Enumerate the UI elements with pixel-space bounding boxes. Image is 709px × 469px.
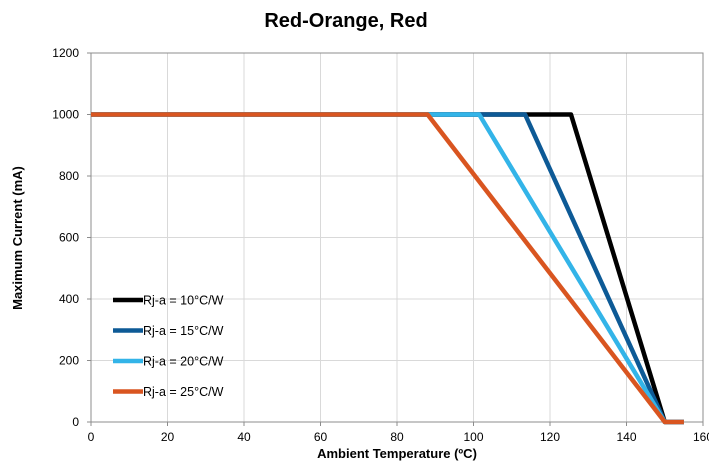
y-tick-label: 400 bbox=[59, 292, 79, 306]
series-line-2 bbox=[91, 112, 684, 425]
legend-label-2: Rj-a = 15°C/W bbox=[143, 324, 224, 338]
legend: Rj-a = 10°C/W Rj-a = 15°C/W Rj-a = 20°C/W R… bbox=[113, 294, 224, 399]
x-tick-label: 140 bbox=[616, 430, 636, 444]
x-tick-label: 160 bbox=[693, 430, 709, 444]
x-tick-label: 0 bbox=[88, 430, 95, 444]
y-tick-label: 1200 bbox=[52, 46, 79, 60]
x-tick-label: 100 bbox=[463, 430, 483, 444]
y-tick-label: 200 bbox=[59, 354, 79, 368]
legend-label-3: Rj-a = 20°C/W bbox=[143, 355, 224, 369]
y-tick-label: 600 bbox=[59, 231, 79, 245]
chart-title: Red-Orange, Red bbox=[264, 10, 427, 32]
x-tick-label: 20 bbox=[161, 430, 175, 444]
x-tick-label: 60 bbox=[314, 430, 328, 444]
x-tick-label: 120 bbox=[540, 430, 560, 444]
legend-label-4: Rj-a = 25°C/W bbox=[143, 385, 224, 399]
y-tick-label: 800 bbox=[59, 169, 79, 183]
plot-area bbox=[90, 52, 704, 423]
y-tick-label: 0 bbox=[72, 415, 79, 429]
x-tick-label: 80 bbox=[390, 430, 404, 444]
y-axis-label: Maximum Current (mA) bbox=[10, 166, 25, 310]
x-axis-label: Ambient Temperature (ºC) bbox=[317, 446, 477, 461]
y-tick-label: 1000 bbox=[52, 108, 79, 122]
legend-label-1: Rj-a = 10°C/W bbox=[143, 294, 224, 308]
x-tick-label: 40 bbox=[237, 430, 251, 444]
axis-ticks: 0 20 40 60 80 100 120 140 160 0 200 400 600 800 1000 12… bbox=[52, 46, 709, 444]
series-line-4 bbox=[91, 112, 684, 425]
series-lines bbox=[91, 112, 684, 425]
